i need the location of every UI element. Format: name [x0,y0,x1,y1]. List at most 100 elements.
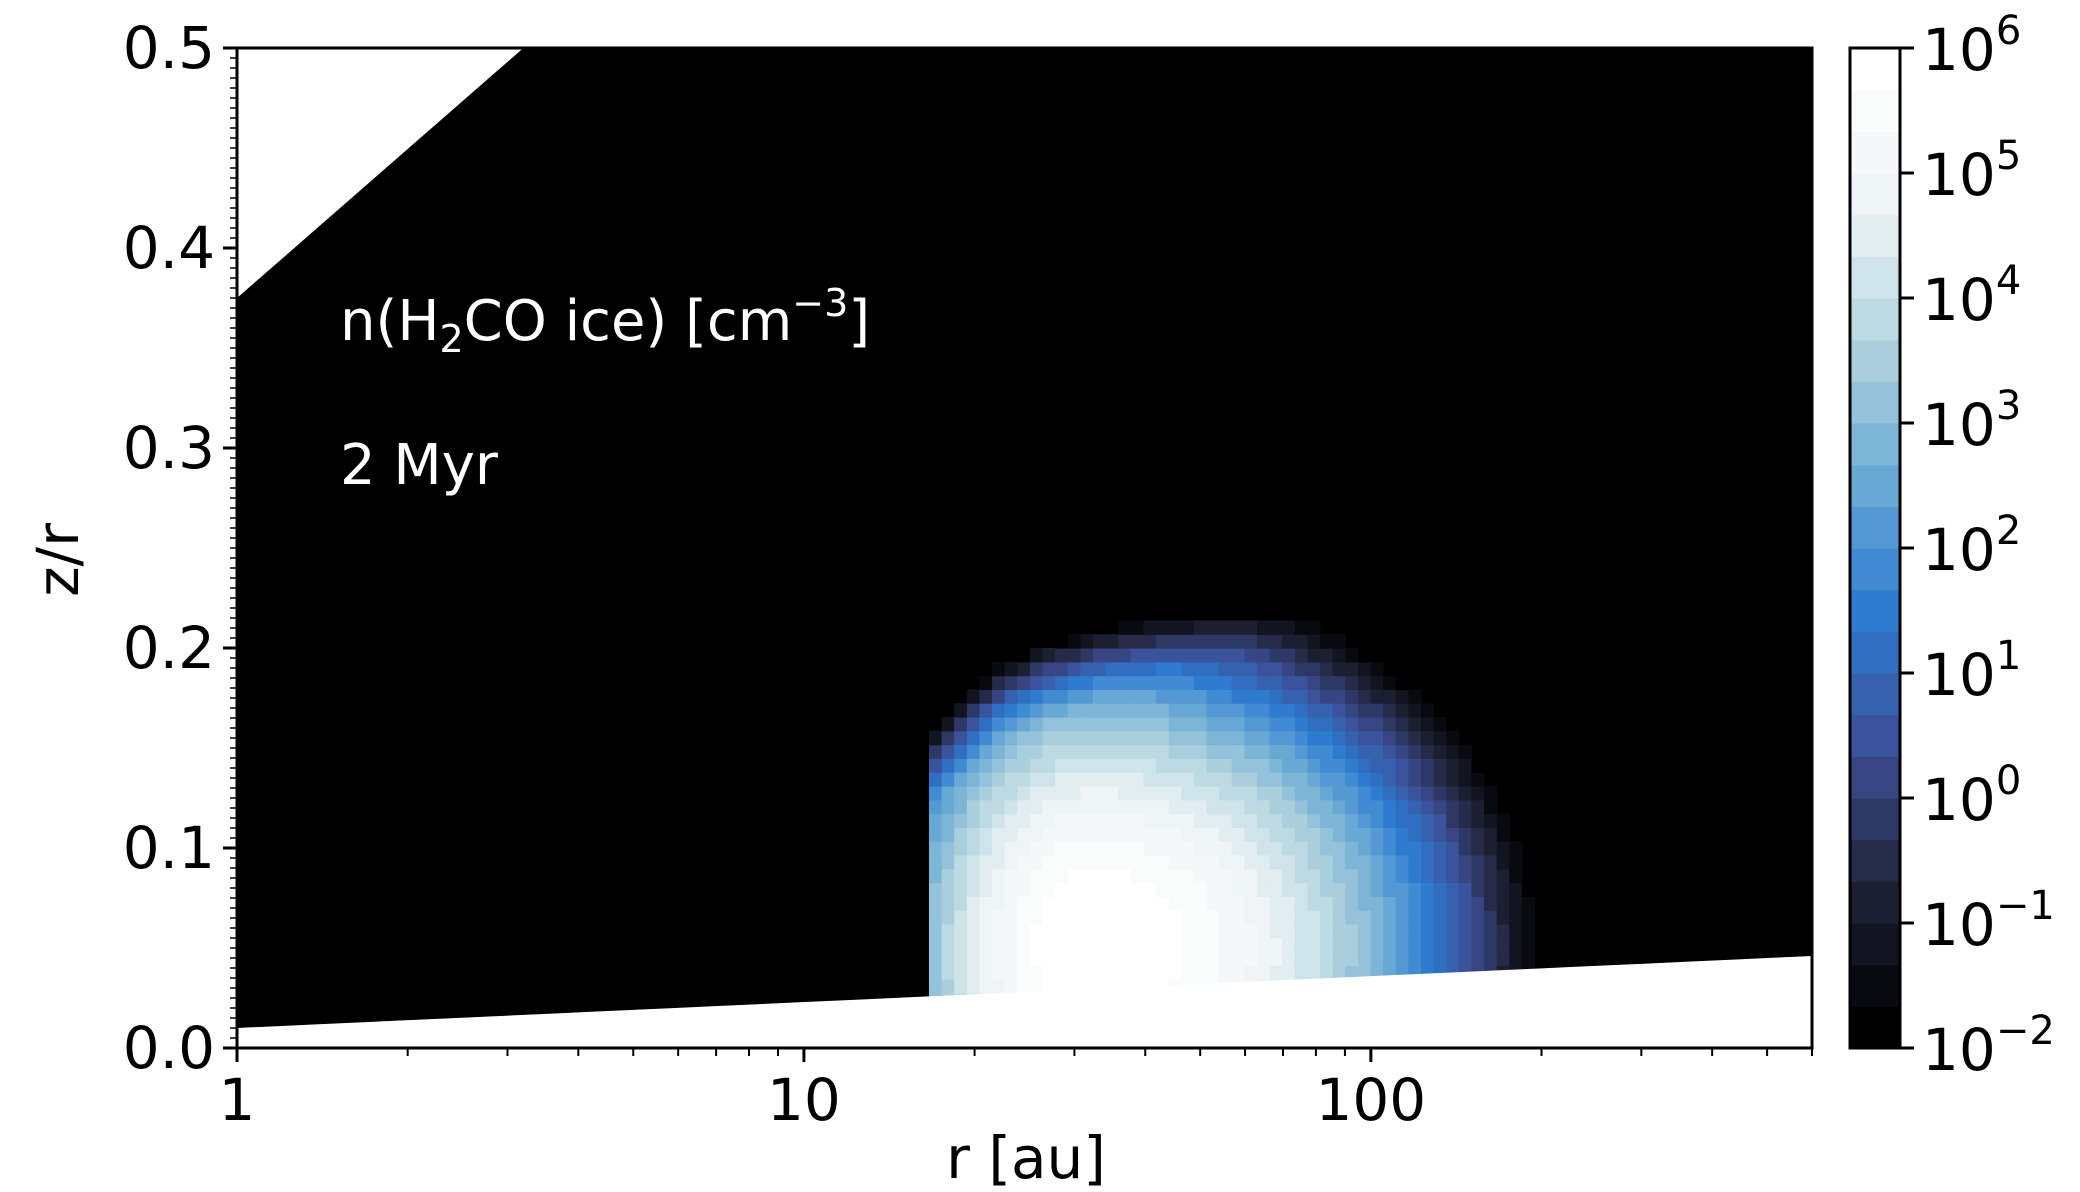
heatmap-cell [1370,703,1384,718]
heatmap-cell [1244,896,1258,911]
heatmap-cell [1509,854,1523,870]
heatmap-cell [1244,785,1258,801]
heatmap-cell [1307,744,1321,759]
heatmap-cell [1004,785,1018,801]
heatmap-cell [1017,979,1031,994]
heatmap-cell [1509,896,1523,911]
heatmap-cell [1219,730,1233,746]
heatmap-cell [954,758,968,773]
heatmap-cell [1458,827,1472,842]
heatmap-cell [1055,675,1069,690]
heatmap-cell [1080,785,1094,801]
heatmap-cell [1017,951,1031,966]
heatmap-cell [1320,965,1334,980]
heatmap-cell [1446,841,1460,856]
heatmap-cell [941,799,955,815]
heatmap-cell [1231,661,1245,677]
heatmap-cell [1055,827,1069,842]
heatmap-cell [1219,965,1233,980]
heatmap-cell [1370,841,1384,856]
heatmap-cell [1282,937,1296,953]
species-annotation: n(H2CO ice) [cm−3] [340,281,870,361]
colorbar-tick-label: 10−2 [1922,1008,2055,1084]
heatmap-cell [992,854,1006,870]
heatmap-cell [1370,689,1384,704]
heatmap-cell [992,923,1006,939]
heatmap-cell [1484,813,1498,828]
heatmap-cell [1458,882,1472,897]
heatmap-cell [1282,910,1296,925]
heatmap-cell [992,951,1006,966]
heatmap-cell [1345,730,1359,746]
heatmap-cell [1256,841,1271,856]
heatmap-cell [1004,772,1018,787]
heatmap-cell [1458,758,1472,773]
heatmap-cell [1017,841,1031,856]
plot-area [237,48,1812,1049]
heatmap-cell [1080,703,1094,718]
heatmap-cell [1269,882,1283,897]
heatmap-cell [928,813,943,828]
heatmap-cell [1244,868,1258,884]
heatmap-cell [1256,689,1271,704]
heatmap-cell [1219,703,1233,718]
heatmap-cell [1055,661,1069,677]
heatmap-cell [1370,661,1384,677]
heatmap-cell [966,882,981,897]
x-tick-label: 1 [219,1066,256,1134]
heatmap-cell [1269,758,1283,773]
heatmap-cell [1395,868,1409,884]
heatmap-cell [1156,758,1170,773]
heatmap-cell [1294,937,1309,953]
heatmap-cell [954,813,968,828]
heatmap-cell [1383,799,1397,815]
heatmap-cell [1383,730,1397,746]
heatmap-cell [1256,703,1271,718]
heatmap-cell [1219,744,1233,759]
heatmap-cell [1320,896,1334,911]
heatmap-cell [1017,744,1031,759]
heatmap-cell [1433,744,1447,759]
heatmap-cell [1067,854,1081,870]
heatmap-cell [1105,675,1119,690]
heatmap-cell [1029,951,1044,966]
y-tick-label: 0.1 [123,814,215,882]
heatmap-cell [1484,937,1498,953]
heatmap-cell [1156,689,1170,704]
heatmap-cell [1320,841,1334,856]
heatmap-cell [1433,882,1447,897]
heatmap-cell [1004,882,1018,897]
heatmap-cell [1345,758,1359,773]
heatmap-cell [1395,923,1409,939]
heatmap-cell [1219,910,1233,925]
heatmap-cell [1181,785,1195,801]
heatmap-cell [1105,661,1119,677]
heatmap-cell [1168,896,1182,911]
heatmap-cell [1294,689,1309,704]
heatmap-cell [1219,620,1233,635]
heatmap-cell [1231,772,1245,787]
heatmap-cell [1294,716,1309,732]
heatmap-cell [1193,965,1208,980]
heatmap-cell [1484,854,1498,870]
heatmap-cell [1231,703,1245,718]
heatmap-cell [1017,703,1031,718]
heatmap-cell [1484,827,1498,842]
heatmap-cell [1181,716,1195,732]
heatmap-cell [1118,648,1132,663]
heatmap-cell [1193,758,1208,773]
heatmap-cell [1130,896,1145,911]
heatmap-cell [1181,896,1195,911]
heatmap-cell [1168,772,1182,787]
heatmap-cell [1156,648,1170,663]
colorbar-tick-label: 102 [1922,508,2021,584]
heatmap-cell [1080,675,1094,690]
heatmap-cell [1420,868,1435,884]
heatmap-cell [1294,744,1309,759]
heatmap-cell [1143,785,1157,801]
heatmap-cell [1256,910,1271,925]
heatmap-cell [1370,716,1384,732]
heatmap-cell [1042,703,1056,718]
colorbar-level [1850,589,1900,632]
heatmap-cell [1383,716,1397,732]
